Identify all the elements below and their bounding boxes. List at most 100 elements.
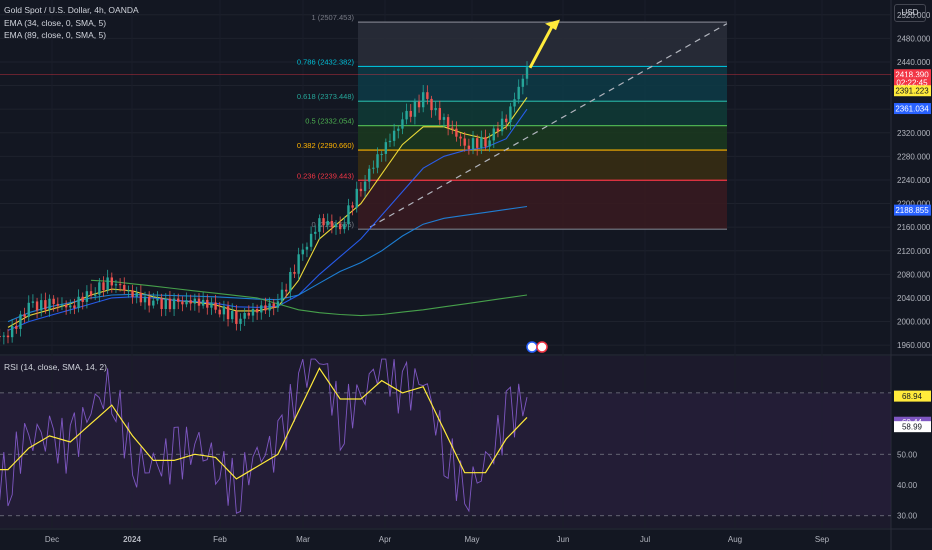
price-tick-label: 2200.000 bbox=[897, 200, 931, 209]
candle-body bbox=[102, 282, 105, 291]
candle-body bbox=[177, 298, 180, 302]
rsi-legend[interactable]: RSI (14, close, SMA, 14, 2) bbox=[4, 362, 107, 372]
candle-body bbox=[314, 231, 317, 234]
candle-body bbox=[181, 301, 184, 305]
candle-body bbox=[81, 296, 84, 302]
price-tick-label: 2520.000 bbox=[897, 11, 931, 20]
candle-body bbox=[384, 142, 388, 154]
candle-body bbox=[185, 300, 188, 305]
time-tick-label: Apr bbox=[379, 535, 392, 544]
candle-body bbox=[73, 305, 76, 309]
candle-body bbox=[500, 118, 504, 132]
candle-body bbox=[434, 108, 437, 111]
candle-body bbox=[98, 282, 101, 295]
candle-body bbox=[160, 298, 163, 310]
candle-body bbox=[492, 128, 495, 141]
candle-body bbox=[326, 220, 329, 226]
candle-body bbox=[455, 128, 458, 137]
candle-body bbox=[110, 277, 113, 286]
candle-body bbox=[85, 291, 89, 302]
candle-body bbox=[6, 335, 10, 338]
fib-zone bbox=[358, 66, 727, 102]
candle-body bbox=[459, 136, 462, 139]
candle-body bbox=[463, 138, 466, 146]
price-tick-label: 2000.000 bbox=[897, 318, 931, 327]
price-tag: 02:22:45 bbox=[894, 77, 931, 89]
event-flag-icon bbox=[526, 341, 538, 353]
fib-zone bbox=[358, 101, 727, 126]
candle-body bbox=[397, 128, 400, 131]
rsi-tag: 68.94 bbox=[894, 390, 931, 402]
price-tick-label: 2280.000 bbox=[897, 152, 931, 161]
candle-body bbox=[517, 86, 520, 100]
rsi-tick-label: 50.00 bbox=[897, 450, 918, 459]
up-arrow-head bbox=[545, 19, 560, 31]
price-tag-bg bbox=[894, 85, 931, 97]
price-tick-label: 2480.000 bbox=[897, 34, 931, 43]
candle-body bbox=[114, 284, 118, 286]
rsi-band bbox=[0, 392, 891, 516]
candle-body bbox=[27, 302, 30, 317]
rsi-tag-bg bbox=[894, 390, 931, 402]
candle-body bbox=[525, 67, 529, 79]
candle-body bbox=[334, 223, 338, 228]
candle-body bbox=[243, 312, 246, 319]
candle-body bbox=[139, 292, 143, 303]
price-tick-label: 1960.000 bbox=[897, 341, 931, 350]
time-tick-label: 2024 bbox=[123, 535, 141, 544]
candle-body bbox=[52, 298, 55, 304]
price-tick-label: 2320.000 bbox=[897, 129, 931, 138]
candle-body bbox=[293, 271, 296, 274]
candle-body bbox=[318, 218, 321, 232]
candle-body bbox=[210, 302, 213, 308]
candle-body bbox=[15, 325, 18, 329]
candle-body bbox=[467, 145, 471, 150]
rsi-tag: 58.99 bbox=[894, 421, 931, 433]
candle-body bbox=[422, 92, 425, 108]
rsi-sma-line bbox=[0, 367, 528, 480]
ema-89-legend[interactable]: EMA (89, close, 0, SMA, 5) bbox=[4, 30, 107, 40]
candle-body bbox=[413, 101, 417, 117]
up-arrow bbox=[528, 25, 554, 69]
candle-body bbox=[484, 137, 487, 147]
rsi-tag-bg bbox=[894, 421, 931, 433]
candle-body bbox=[426, 92, 429, 99]
price-tag-text: 2391.223 bbox=[895, 87, 929, 96]
candle-body bbox=[322, 218, 325, 226]
candle-body bbox=[355, 188, 358, 208]
price-tag: 2418.390 bbox=[894, 69, 931, 81]
candle-body bbox=[147, 296, 151, 306]
price-tag-text: 2418.390 bbox=[895, 71, 929, 80]
fib-zone bbox=[358, 150, 727, 181]
candle-body bbox=[69, 305, 72, 308]
candle-body bbox=[10, 325, 14, 338]
currency-button[interactable]: USD bbox=[894, 4, 926, 22]
candle-body bbox=[93, 294, 97, 296]
candle-body bbox=[251, 309, 255, 316]
price-tick-label: 2160.000 bbox=[897, 223, 931, 232]
time-tick-label: Jul bbox=[640, 535, 650, 544]
price-tag-bg bbox=[894, 77, 931, 89]
candle-body bbox=[380, 153, 383, 155]
candle-body bbox=[446, 117, 450, 128]
candle-body bbox=[309, 233, 313, 247]
candle-body bbox=[438, 108, 442, 120]
ema-34-legend[interactable]: EMA (34, close, 0, SMA, 5) bbox=[4, 18, 107, 28]
candle-body bbox=[89, 291, 93, 296]
candle-body bbox=[218, 309, 221, 315]
candle-body bbox=[231, 310, 234, 320]
candle-body bbox=[513, 99, 516, 107]
price-tick-label: 2440.000 bbox=[897, 58, 931, 67]
candle-body bbox=[40, 300, 43, 311]
candle-body bbox=[23, 314, 26, 317]
candle-body bbox=[388, 140, 392, 143]
ema-slow-line bbox=[90, 279, 528, 317]
candle-body bbox=[56, 303, 60, 306]
candle-body bbox=[480, 137, 483, 148]
price-tag-bg bbox=[894, 204, 931, 216]
candle-body bbox=[488, 140, 491, 147]
candle-body bbox=[31, 301, 35, 303]
candle-body bbox=[376, 154, 379, 168]
candle-body bbox=[475, 138, 479, 148]
